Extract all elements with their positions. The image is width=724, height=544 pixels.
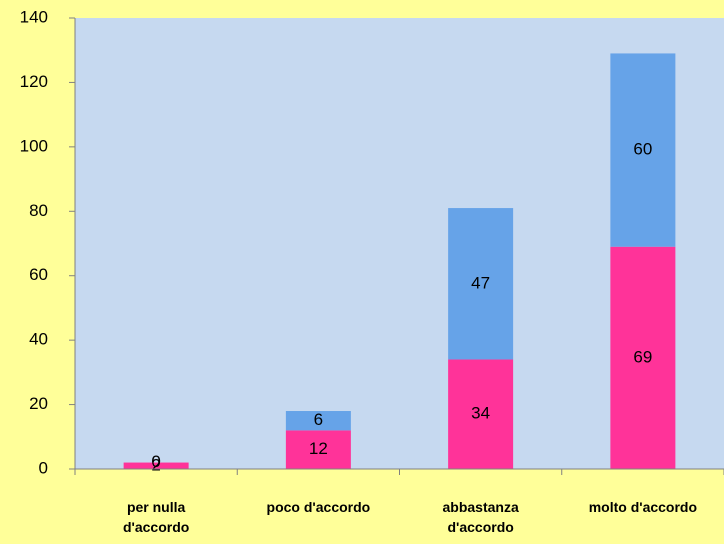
y-tick-label: 20 [29,394,48,413]
x-tick-label: poco d'accordo [266,499,371,515]
data-label: 6 [314,410,323,429]
x-tick-label: abbastanza d'accordo [442,499,519,535]
bar-segment [448,208,514,360]
data-label: 60 [633,140,652,159]
bar-segment [448,359,514,469]
y-tick-label: 40 [29,330,48,349]
y-tick-label: 140 [20,7,48,26]
bar-segment [610,246,676,469]
x-tick-label: molto d'accordo [588,499,698,515]
data-label: 34 [471,404,490,423]
bar-segment [285,411,351,431]
y-tick-label: 60 [29,265,48,284]
x-tick-label: per nulla d'accordo [122,499,190,535]
y-tick-label: 0 [39,458,48,477]
data-label: 2 [151,455,160,474]
bar-segment [285,430,351,469]
y-tick-label: 120 [20,72,48,91]
data-label: 47 [471,273,490,292]
bar-segment [610,53,676,247]
data-label: 12 [309,439,328,458]
data-label: 69 [633,347,652,366]
data-label: 0 [151,452,160,471]
y-tick-label: 80 [29,201,48,220]
y-tick-label: 100 [20,136,48,155]
bar-segment [123,462,189,469]
